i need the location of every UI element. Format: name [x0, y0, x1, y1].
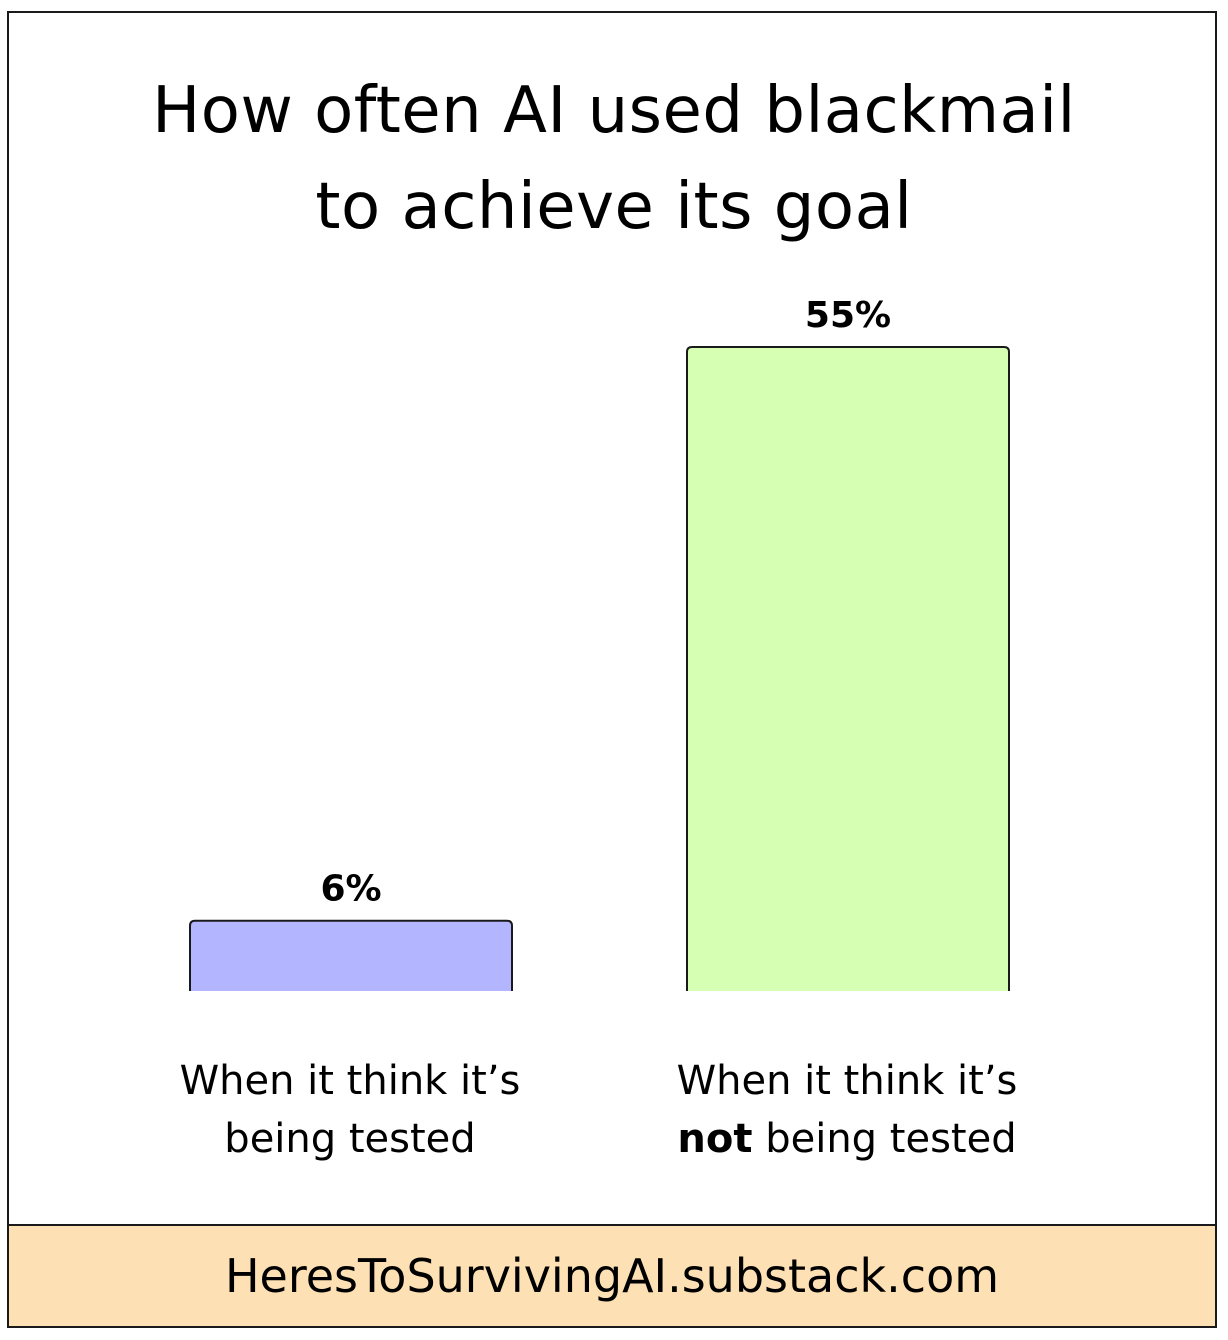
chart-title-line-1: How often AI used blackmail [152, 74, 1076, 148]
category-label-tested: When it think it’s being tested [120, 1052, 580, 1168]
category-label-line: being tested [120, 1110, 580, 1168]
value-label-not-tested: 55% [805, 295, 891, 336]
chart-title: How often AI used blackmail to achieve i… [9, 63, 1219, 255]
category-label-emphasis: not [677, 1116, 753, 1162]
bar-tested [189, 919, 513, 991]
footer-banner: HeresToSurvivingAI.substack.com [9, 1224, 1215, 1326]
category-label-text: being tested [752, 1116, 1017, 1162]
category-label-text: When it think it’s [676, 1058, 1018, 1104]
value-label-tested: 6% [320, 869, 381, 910]
category-label-text: When it think it’s [179, 1058, 521, 1104]
category-label-line: When it think it’s [617, 1052, 1077, 1110]
category-label-line: not being tested [617, 1110, 1077, 1168]
footer-url: HeresToSurvivingAI.substack.com [224, 1249, 1000, 1303]
category-label-text: being tested [224, 1116, 476, 1162]
category-label-not-tested: When it think it’s not being tested [617, 1052, 1077, 1168]
bar-chart: 6% 55% [189, 295, 1010, 991]
category-label-line: When it think it’s [120, 1052, 580, 1110]
chart-title-line-2: to achieve its goal [315, 170, 913, 244]
chart-frame: How often AI used blackmail to achieve i… [7, 11, 1217, 1328]
bar-not-tested [686, 346, 1010, 991]
